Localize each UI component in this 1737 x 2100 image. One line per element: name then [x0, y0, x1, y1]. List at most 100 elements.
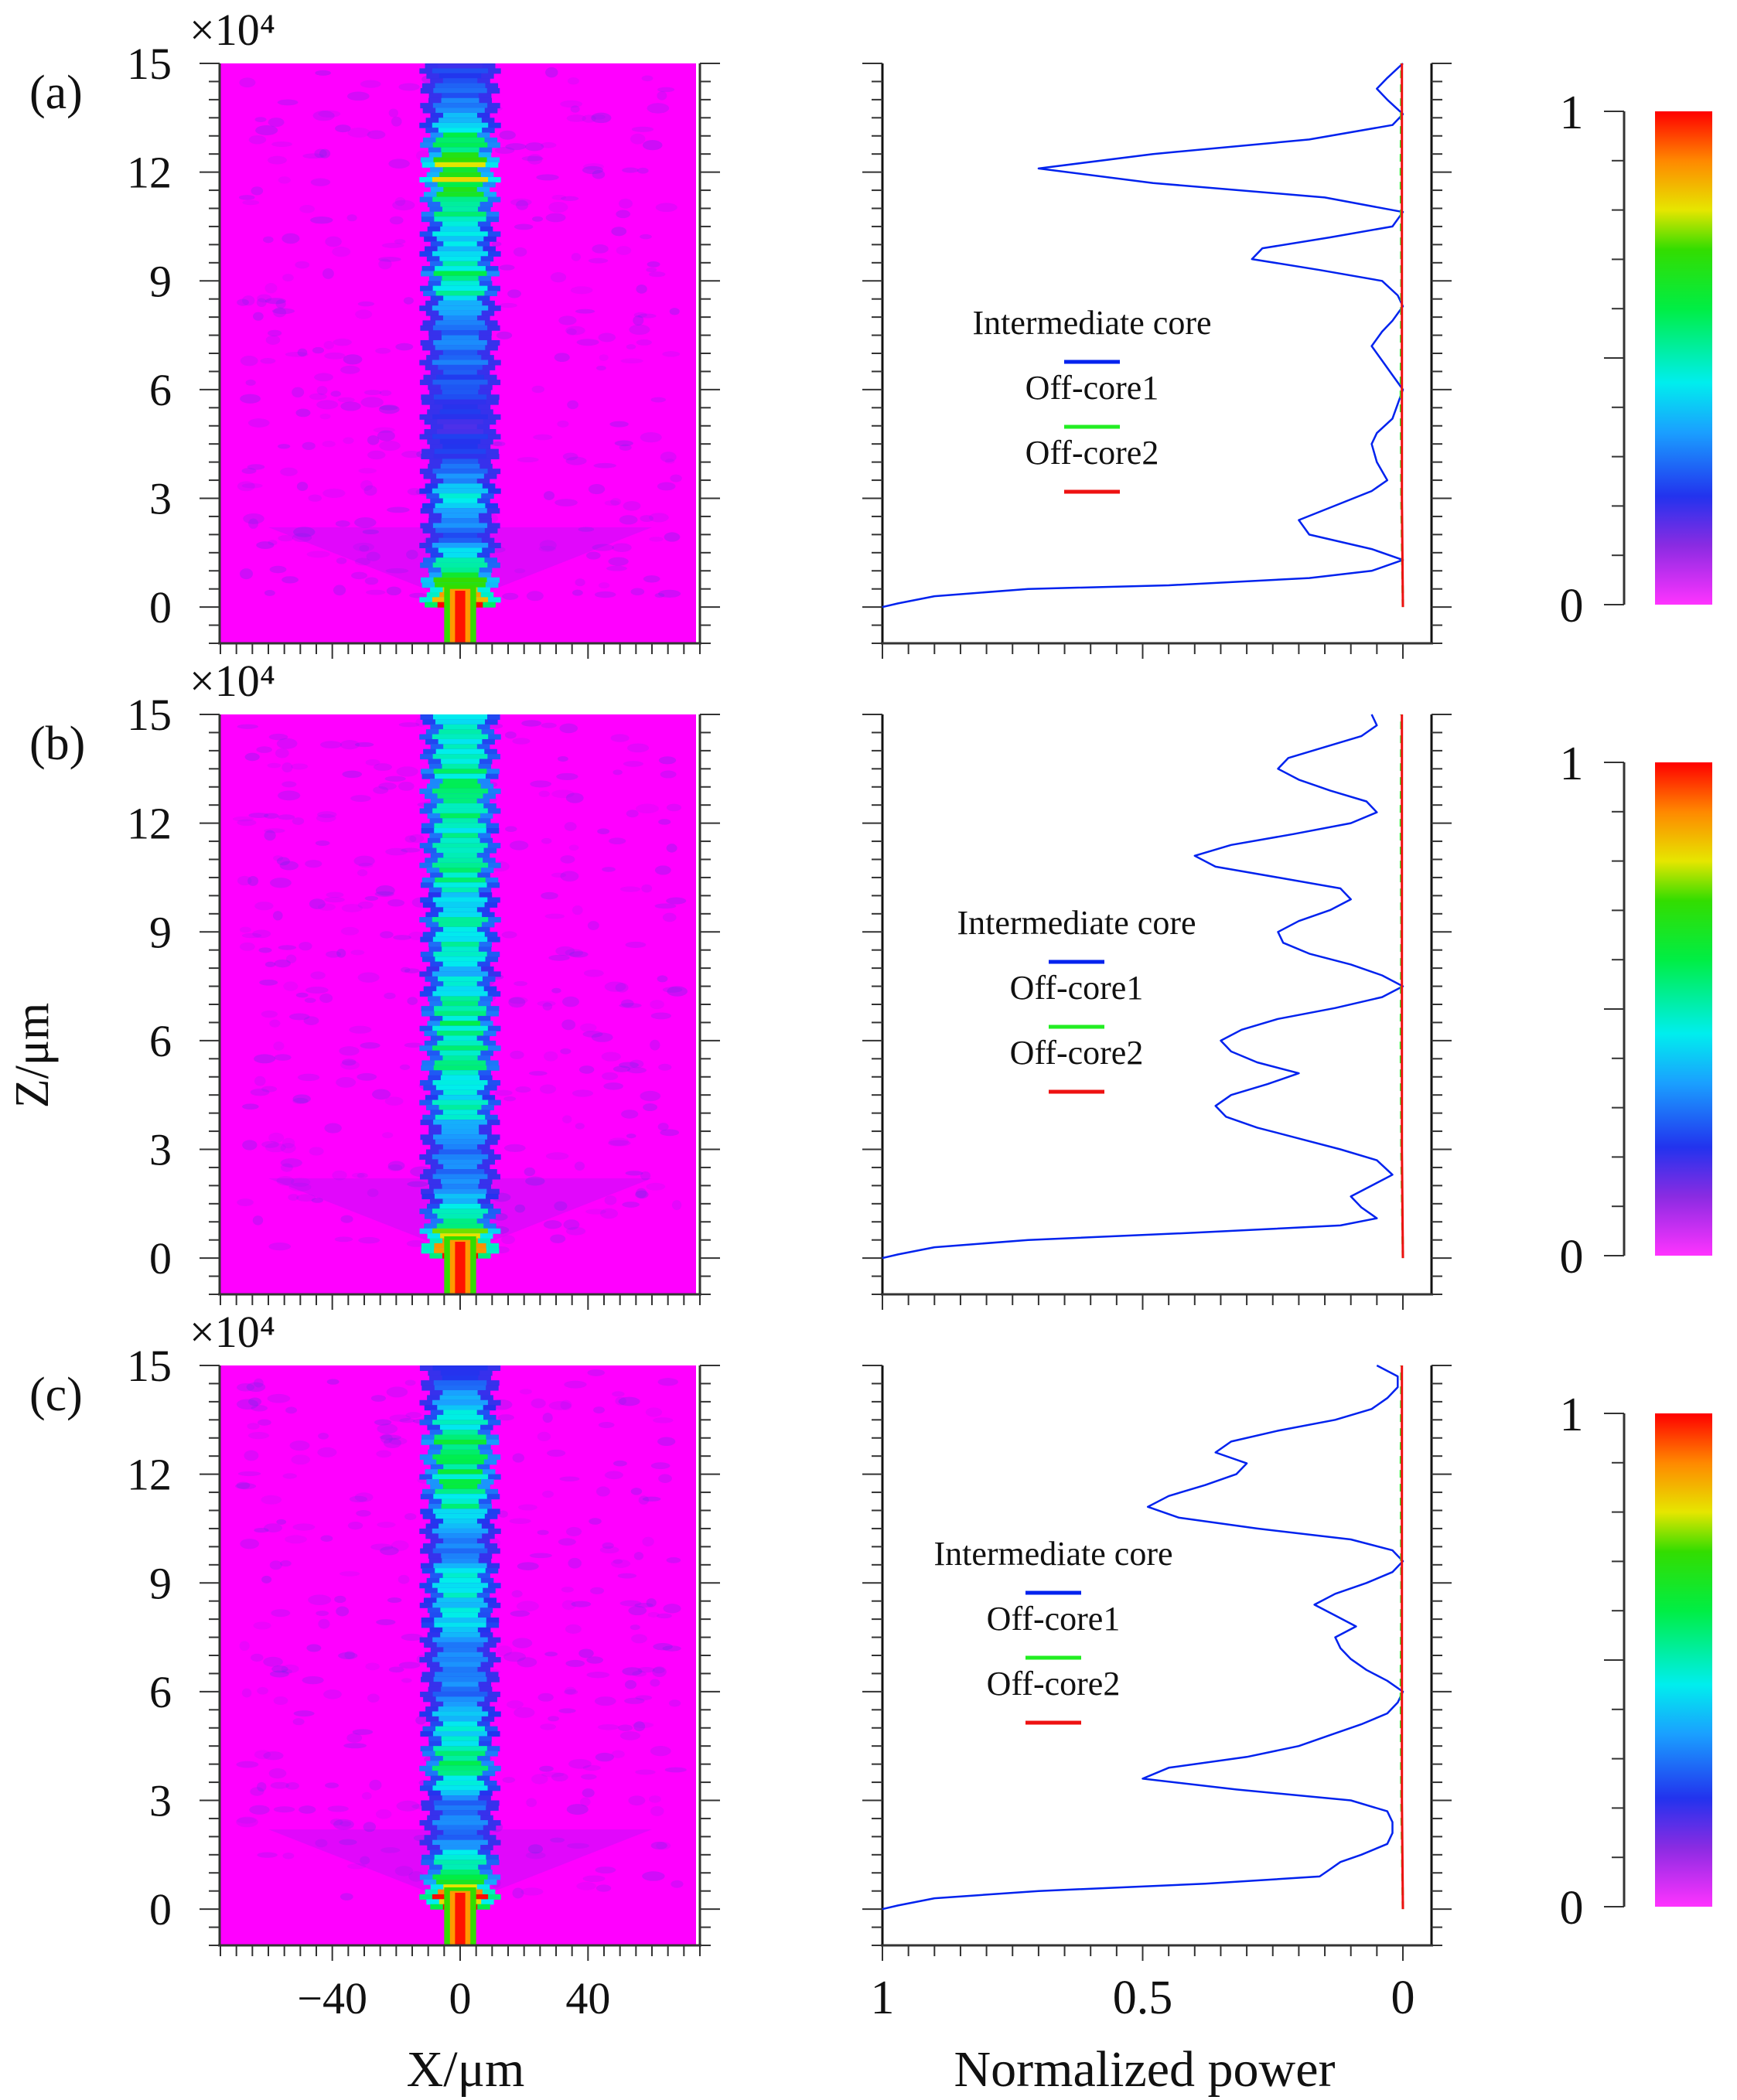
field-speckle [671, 1200, 682, 1210]
field-speckle [391, 1540, 409, 1551]
field-speckle [653, 1417, 674, 1423]
field-speckle [234, 1483, 257, 1490]
input-mode-core [455, 1893, 466, 1945]
core-segment [432, 251, 489, 257]
field-speckle [324, 897, 345, 903]
core-segment [432, 1045, 488, 1052]
field-speckle [267, 1393, 291, 1403]
field-speckle [253, 1621, 271, 1630]
core-segment [442, 1558, 479, 1564]
core-segment [437, 1405, 483, 1411]
core-segment [439, 868, 481, 874]
field-speckle [242, 1103, 259, 1110]
field-speckle [237, 481, 255, 492]
core-segment [432, 754, 488, 760]
field-speckle [375, 347, 391, 354]
field-speckle [568, 1758, 592, 1769]
field-speckle [247, 876, 259, 886]
field-speckle [572, 905, 583, 915]
field-speckle [375, 885, 395, 896]
field-speckle [299, 942, 312, 951]
series-off-core2-line [1401, 714, 1404, 1259]
core-segment [442, 1001, 479, 1007]
field-speckle [567, 1843, 589, 1849]
field-speckle [582, 165, 604, 175]
core-segment [432, 562, 488, 568]
field-speckle [379, 390, 392, 397]
field-speckle [341, 904, 363, 912]
field-speckle [640, 1090, 661, 1102]
z-multiplier-label: ×10⁴ [189, 1307, 275, 1357]
core-segment [432, 414, 488, 420]
field-speckle [241, 468, 257, 474]
field-speckle [555, 946, 575, 956]
field-speckle [295, 408, 311, 418]
field-speckle [657, 91, 667, 101]
field-speckle [360, 1042, 381, 1049]
field-speckle [507, 289, 521, 298]
core-segment [435, 1751, 486, 1757]
field-speckle [613, 1460, 627, 1467]
field-speckle [276, 1519, 287, 1525]
field-speckle [551, 872, 566, 878]
z-tick-label: 3 [149, 1125, 172, 1175]
field-speckle [575, 1123, 585, 1130]
field-speckle [539, 1084, 557, 1094]
field-speckle [537, 1529, 549, 1536]
core-segment [432, 68, 489, 74]
core-segment [438, 1469, 483, 1475]
field-speckle [566, 1804, 589, 1815]
field-speckle [593, 1406, 605, 1414]
field-speckle [237, 1471, 261, 1477]
core-segment [432, 917, 489, 923]
field-speckle [595, 1884, 612, 1892]
core-segment [442, 167, 478, 173]
field-speckle [252, 1215, 264, 1226]
field-speckle [491, 241, 502, 247]
field-speckle [592, 244, 609, 254]
core-segment [432, 1731, 488, 1737]
field-speckle [658, 1063, 672, 1071]
core-segment [436, 847, 484, 854]
field-speckle [595, 1486, 610, 1497]
field-speckle [281, 1664, 299, 1673]
field-speckle [264, 282, 278, 294]
core-segment [442, 763, 479, 769]
field-speckle [291, 1454, 310, 1465]
field-speckle [274, 1054, 292, 1061]
core-segment [432, 1765, 489, 1771]
z-tick-label: 0 [149, 1233, 172, 1284]
core-segment [436, 1459, 484, 1465]
field-speckle [346, 91, 370, 101]
field-speckle [613, 1559, 623, 1564]
field-speckle [616, 246, 632, 255]
field-speckle [280, 467, 298, 476]
field-speckle [636, 339, 652, 346]
field-speckle [237, 819, 257, 827]
core-segment [435, 107, 485, 114]
field-speckle [602, 867, 616, 872]
field-speckle [257, 1781, 267, 1791]
legend-label: Off-core1 [1025, 369, 1159, 407]
field-speckle [336, 1077, 357, 1088]
core-segment [436, 374, 484, 380]
field-speckle [503, 1652, 526, 1662]
field-speckle [242, 1140, 258, 1151]
core-segment [435, 137, 485, 143]
core-segment [442, 1375, 479, 1381]
power-plot: Intermediate core Off-core1 Off-core2 [862, 714, 1452, 1310]
core-segment [443, 1089, 477, 1096]
core-segment [432, 714, 488, 720]
core-segment [440, 384, 480, 390]
field-speckle [317, 1447, 337, 1457]
field-speckle [637, 313, 657, 319]
core-segment [433, 508, 487, 514]
field-speckle [576, 339, 599, 346]
core-segment [433, 157, 487, 163]
field-speckle [318, 110, 341, 118]
field-speckle [669, 308, 680, 315]
field-speckle [650, 1012, 671, 1020]
core-segment [442, 872, 478, 878]
field-speckle [582, 1764, 601, 1771]
core-segment [441, 518, 479, 524]
